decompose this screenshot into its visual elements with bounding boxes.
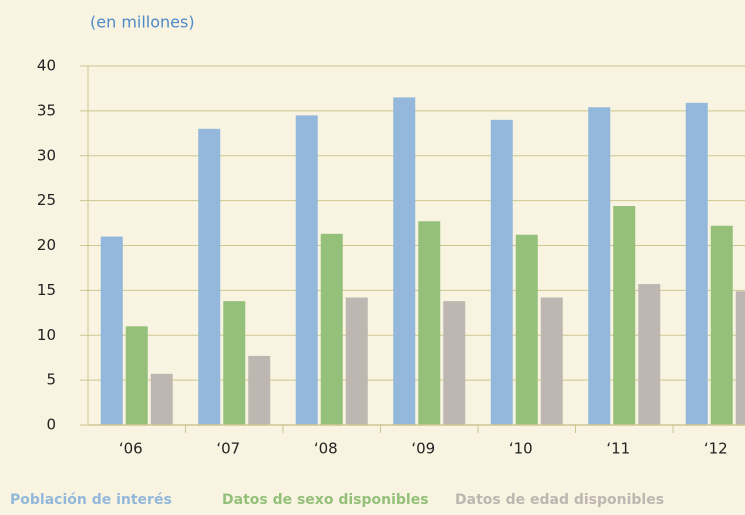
bar [613, 206, 636, 425]
x-tick-label: ‘10 [509, 440, 533, 458]
x-tick-label: ‘08 [314, 440, 338, 458]
bar [393, 97, 416, 425]
bar [685, 102, 708, 426]
x-tick-label: ‘09 [411, 440, 435, 458]
y-tick-label: 5 [46, 371, 56, 389]
x-tick-label: ‘06 [119, 440, 143, 458]
y-tick-label: 20 [37, 236, 56, 254]
x-tick-label: ‘12 [704, 440, 728, 458]
bar [515, 234, 538, 425]
bar [295, 115, 318, 426]
bar [125, 326, 148, 425]
x-tick-label: ‘11 [606, 440, 630, 458]
legend-label: Datos de edad disponibles [455, 492, 664, 508]
y-tick-label: 15 [37, 281, 56, 299]
legend-label: Población de interés [10, 492, 172, 508]
legend-label: Datos de sexo disponibles [222, 492, 429, 508]
bar [735, 291, 745, 425]
bar [443, 301, 466, 425]
bar [345, 297, 368, 425]
bar [710, 225, 733, 425]
y-tick-label: 35 [37, 101, 56, 119]
bar [100, 236, 123, 425]
bar [638, 284, 661, 425]
y-tick-label: 0 [46, 416, 56, 434]
x-tick-label: ‘07 [216, 440, 240, 458]
bar [418, 221, 441, 425]
bar [150, 373, 173, 425]
y-tick-label: 30 [37, 146, 56, 164]
chart-subtitle: (en millones) [90, 13, 195, 32]
bar [490, 119, 513, 425]
bar [540, 297, 563, 425]
bar [320, 233, 343, 425]
bar [223, 301, 246, 425]
y-tick-label: 25 [37, 191, 56, 209]
bar [198, 128, 221, 425]
y-tick-label: 40 [37, 57, 56, 75]
bar [588, 107, 611, 425]
bar [248, 355, 271, 425]
y-tick-label: 10 [37, 326, 56, 344]
